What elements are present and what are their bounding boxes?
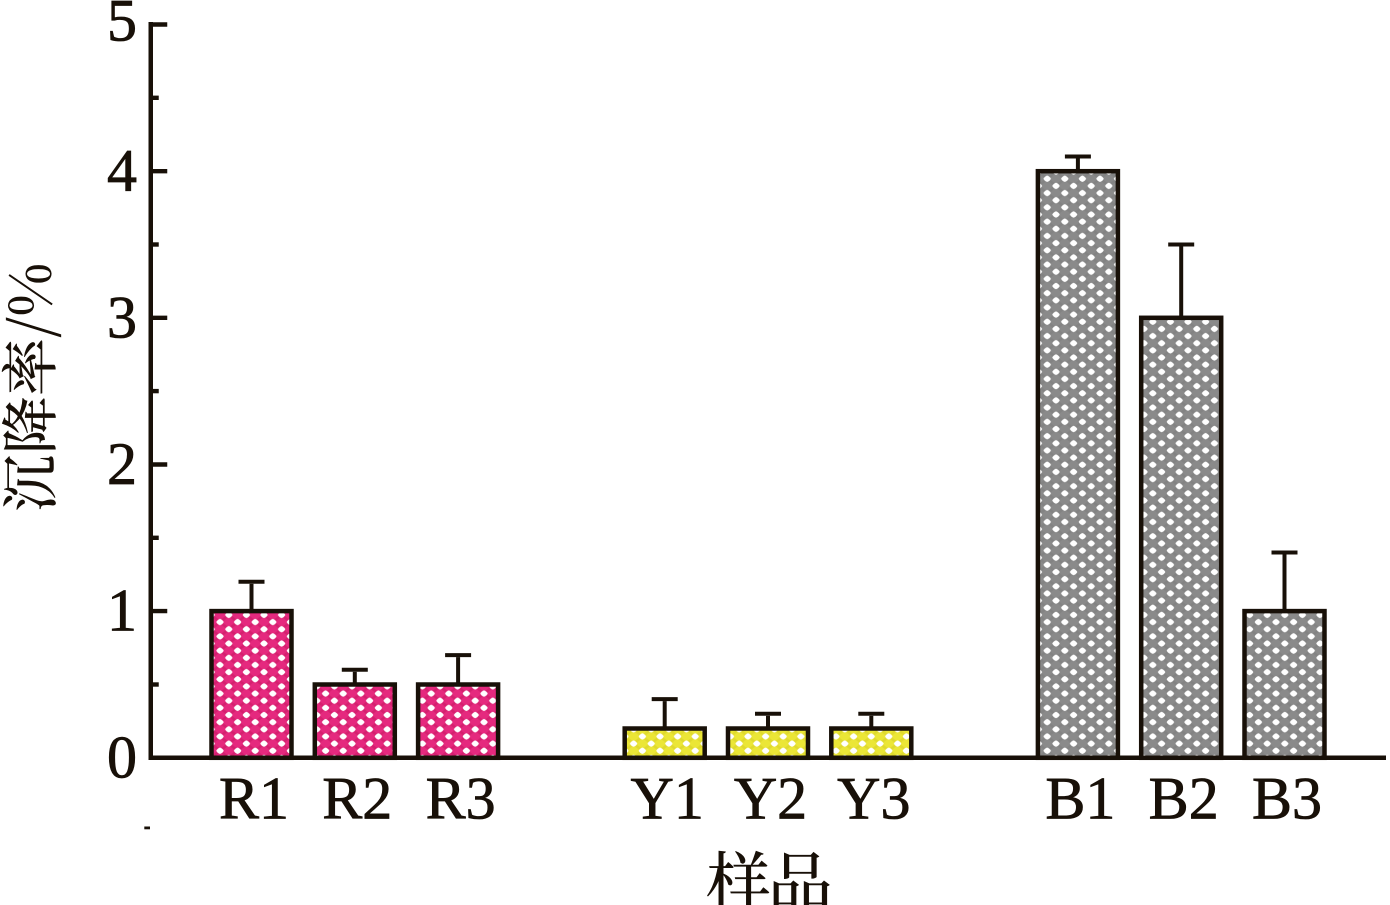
svg-text:2: 2	[107, 431, 137, 497]
svg-text:R2: R2	[322, 766, 392, 832]
svg-text:0: 0	[107, 724, 137, 790]
svg-text:R1: R1	[219, 766, 289, 832]
svg-text:B3: B3	[1252, 766, 1322, 832]
svg-text:B2: B2	[1149, 766, 1219, 832]
svg-text:Y3: Y3	[837, 766, 910, 832]
svg-text:5: 5	[107, 0, 137, 54]
svg-text:1: 1	[107, 578, 137, 644]
svg-text:R3: R3	[426, 766, 496, 832]
svg-text:3: 3	[107, 284, 137, 350]
svg-text:4: 4	[107, 138, 137, 204]
svg-text:Y2: Y2	[734, 766, 807, 832]
svg-text:Y1: Y1	[631, 766, 704, 832]
svg-text:B1: B1	[1045, 766, 1115, 832]
